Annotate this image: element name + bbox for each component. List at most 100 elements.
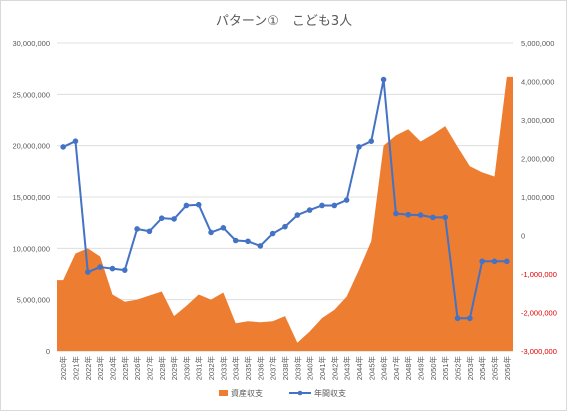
x-tick-label: 2021年 (70, 356, 80, 381)
line-point (134, 226, 140, 232)
x-tick-label: 2041年 (317, 356, 327, 381)
area-series-shape (57, 76, 513, 351)
line-point (85, 269, 91, 275)
x-tick-label: 2026年 (132, 356, 142, 381)
left-tick-label: 10,000,000 (12, 244, 50, 253)
x-tick-label: 2045年 (366, 356, 376, 381)
line-point (331, 202, 338, 209)
line-point (282, 223, 288, 230)
line-point (306, 207, 313, 213)
line-point (442, 214, 449, 221)
area-series-layer (57, 76, 513, 351)
line-point (146, 228, 153, 235)
line-point (430, 214, 436, 221)
x-tick-label: 2056年 (502, 356, 512, 381)
legend-swatch-area (219, 390, 228, 396)
x-tick-label: 2038年 (280, 356, 290, 381)
line-point (380, 76, 387, 83)
left-tick-label: 20,000,000 (12, 142, 50, 151)
x-tick-label: 2043年 (342, 356, 352, 381)
legend-marker-line (297, 390, 303, 396)
line-point (467, 315, 473, 322)
x-tick-label: 2039年 (292, 356, 302, 381)
x-tick-label: 2023年 (95, 356, 105, 381)
left-tick-label: 15,000,000 (12, 193, 50, 202)
x-tick-label: 2020年 (58, 356, 68, 381)
x-tick-label: 2024年 (107, 356, 117, 381)
line-point (257, 243, 264, 249)
x-tick-label: 2027年 (144, 356, 154, 381)
line-point (479, 258, 485, 265)
right-tick-label: 5,000,000 (521, 39, 554, 48)
line-point (393, 210, 399, 217)
x-tick-label: 2053年 (465, 356, 475, 381)
x-tick-label: 2022年 (83, 356, 93, 381)
x-tick-label: 2044年 (354, 356, 364, 381)
line-point (405, 211, 412, 218)
line-point (368, 138, 375, 144)
line-point (195, 201, 202, 208)
x-tick-label: 2034年 (231, 356, 241, 381)
legend: 資産収支 年間収支 (219, 388, 346, 398)
right-tick-label: -2,000,000 (521, 309, 557, 318)
x-tick-label: 2036年 (255, 356, 265, 381)
right-tick-label: 4,000,000 (521, 78, 554, 87)
x-tick-label: 2031年 (194, 356, 204, 381)
line-point (208, 229, 214, 236)
left-tick-label: 30,000,000 (12, 39, 50, 48)
legend-label-area: 資産収支 (231, 388, 263, 398)
x-tick-label: 2028年 (157, 356, 167, 381)
x-tick-label: 2037年 (268, 356, 278, 381)
gridlines (57, 42, 513, 352)
right-tick-label: 0 (521, 232, 525, 241)
chart-title: パターン① こども3人 (216, 14, 352, 29)
left-tick-label: 5,000,000 (17, 296, 50, 305)
line-point (220, 225, 227, 231)
line-point (504, 258, 510, 265)
x-tick-label: 2025年 (120, 356, 130, 381)
line-point (356, 144, 362, 150)
line-point (183, 202, 190, 209)
x-tick-label: 2047年 (391, 356, 401, 381)
left-tick-label: 0 (46, 347, 50, 356)
x-tick-label: 2029年 (169, 356, 179, 381)
line-point (109, 265, 116, 272)
x-tick-label: 2042年 (329, 356, 339, 381)
right-tick-label: 1,000,000 (521, 193, 554, 202)
line-point (319, 202, 325, 209)
line-point (343, 197, 350, 203)
x-tick-label: 2040年 (305, 356, 315, 381)
x-tick-label: 2050年 (428, 356, 438, 381)
right-tick-label: 3,000,000 (521, 116, 554, 125)
line-point (60, 144, 66, 150)
line-point (171, 216, 177, 222)
right-tick-label: -1,000,000 (521, 270, 557, 279)
line-series-layer (60, 76, 510, 322)
x-tick-label: 2035年 (243, 356, 253, 381)
line-point (158, 215, 165, 221)
line-point (121, 267, 128, 273)
x-tick-label: 2030年 (181, 356, 191, 381)
x-tick-label: 2046年 (379, 356, 389, 381)
x-tick-label: 2048年 (403, 356, 413, 381)
right-tick-label: -3,000,000 (521, 347, 557, 356)
x-tick-label: 2032年 (206, 356, 216, 381)
line-point (417, 212, 424, 218)
line-point (97, 264, 103, 270)
legend-label-line: 年間収支 (314, 388, 346, 398)
left-tick-label: 25,000,000 (12, 90, 50, 99)
x-tick-label: 2033年 (218, 356, 228, 381)
right-axis-ticks: -3,000,000 -2,000,000 -1,000,000 0 1,000,000… (521, 39, 557, 356)
x-tick-label: 2054年 (477, 356, 487, 381)
line-point (72, 138, 79, 144)
line-point (232, 237, 239, 244)
line-point (269, 230, 276, 237)
line-point (294, 212, 301, 218)
right-tick-label: 2,000,000 (521, 155, 554, 164)
line-point (491, 258, 498, 265)
x-tick-label: 2051年 (440, 356, 450, 381)
x-tick-label: 2052年 (453, 356, 463, 381)
x-tick-label: 2049年 (416, 356, 426, 381)
